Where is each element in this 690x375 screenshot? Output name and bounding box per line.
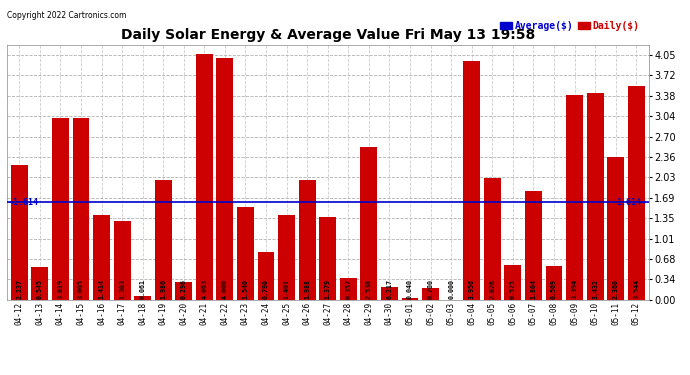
Text: 0.061: 0.061 — [139, 279, 146, 299]
Bar — [93, 214, 110, 300]
Bar — [299, 180, 315, 300]
Bar — [525, 191, 542, 300]
Bar — [360, 147, 377, 300]
Text: 0.575: 0.575 — [510, 279, 516, 299]
Text: 1.540: 1.540 — [242, 279, 248, 299]
Bar — [484, 178, 501, 300]
Text: 1.379: 1.379 — [325, 279, 331, 299]
Bar — [257, 252, 275, 300]
Bar — [52, 118, 69, 300]
Bar — [175, 282, 193, 300]
Bar — [546, 266, 562, 300]
Bar — [196, 54, 213, 300]
Text: 0.357: 0.357 — [345, 279, 351, 299]
Bar — [422, 288, 439, 300]
Text: 0.545: 0.545 — [37, 279, 43, 299]
Bar — [586, 93, 604, 300]
Bar — [11, 165, 28, 300]
Title: Daily Solar Energy & Average Value Fri May 13 19:58: Daily Solar Energy & Average Value Fri M… — [121, 28, 535, 42]
Text: 0.296: 0.296 — [181, 279, 187, 299]
Legend: Average($), Daily($): Average($), Daily($) — [496, 17, 644, 34]
Text: 0.040: 0.040 — [407, 279, 413, 299]
Bar — [72, 118, 90, 300]
Text: 1.414: 1.414 — [99, 279, 104, 299]
Text: 1.614→: 1.614→ — [617, 198, 647, 207]
Text: 2.026: 2.026 — [489, 279, 495, 299]
Text: 1.804: 1.804 — [531, 279, 536, 299]
Text: 4.063: 4.063 — [201, 279, 208, 299]
Bar — [340, 278, 357, 300]
Text: 3.432: 3.432 — [592, 279, 598, 299]
Bar — [114, 221, 130, 300]
Bar — [31, 267, 48, 300]
Bar — [607, 158, 624, 300]
Text: Copyright 2022 Cartronics.com: Copyright 2022 Cartronics.com — [7, 11, 126, 20]
Text: 2.360: 2.360 — [613, 279, 619, 299]
Text: 0.200: 0.200 — [428, 279, 433, 299]
Bar — [381, 287, 398, 300]
Text: 0.569: 0.569 — [551, 279, 557, 299]
Bar — [135, 296, 151, 300]
Text: 3.394: 3.394 — [571, 279, 578, 299]
Text: 1.303: 1.303 — [119, 279, 125, 299]
Bar — [278, 215, 295, 300]
Bar — [628, 86, 644, 300]
Bar — [463, 61, 480, 300]
Bar — [566, 95, 583, 300]
Text: 3.956: 3.956 — [469, 279, 475, 299]
Text: 3.019: 3.019 — [57, 279, 63, 299]
Text: 4.000: 4.000 — [222, 279, 228, 299]
Text: →1.614: →1.614 — [9, 198, 39, 207]
Text: 1.988: 1.988 — [304, 279, 310, 299]
Text: 0.217: 0.217 — [386, 279, 393, 299]
Bar — [319, 217, 336, 300]
Bar — [217, 58, 233, 300]
Text: 2.237: 2.237 — [17, 279, 22, 299]
Bar — [237, 207, 254, 300]
Text: 1.401: 1.401 — [284, 279, 290, 299]
Text: 0.000: 0.000 — [448, 279, 454, 299]
Text: 3.005: 3.005 — [78, 279, 84, 299]
Text: 0.790: 0.790 — [263, 279, 269, 299]
Text: 1.986: 1.986 — [160, 279, 166, 299]
Bar — [155, 180, 172, 300]
Bar — [402, 298, 418, 300]
Text: 2.538: 2.538 — [366, 279, 372, 299]
Bar — [504, 265, 521, 300]
Text: 3.544: 3.544 — [633, 279, 639, 299]
